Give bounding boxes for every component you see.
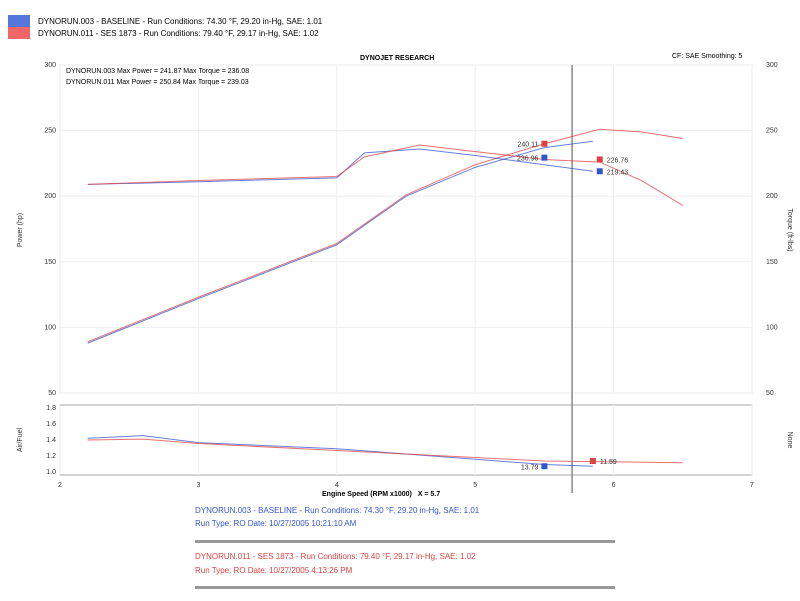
y-tick-label-lower: 1.2 (46, 453, 56, 460)
lower-plot-frame (59, 404, 753, 476)
x-tick-label: 6 (612, 482, 616, 489)
y-tick-label-left: 200 (44, 193, 56, 200)
footer-run2-line2: Run Type: RO Date: 10/27/2005 4:13:26 PM (195, 566, 353, 575)
y-axis-label-lower-left: Air/Fuel (17, 428, 24, 453)
x-axis-label: Engine Speed (RPM x1000) X = 5.7 (322, 490, 440, 499)
legend-swatch (8, 27, 30, 39)
cursor-marker (541, 463, 548, 470)
run2-torque-line (87, 144, 684, 206)
legend-swatch (8, 15, 30, 27)
y-tick-label-lower: 1.6 (46, 421, 56, 428)
x-tick-label: 2 (58, 482, 62, 489)
y-tick-label-left: 250 (44, 128, 56, 135)
cursor-value: 236.96 (517, 156, 539, 163)
x-tick-label: 7 (750, 482, 754, 489)
cursor-marker (596, 168, 603, 175)
y-tick-label-left: 300 (44, 62, 56, 69)
chart-title: DYNOJET RESEARCH (360, 55, 435, 62)
y-tick-label-left: 100 (44, 324, 56, 331)
cursor-marker (589, 458, 596, 464)
legend-run1: DYNORUN.003 Max Power = 241.87 Max Torqu… (66, 68, 250, 75)
legend-run2: DYNORUN.011 Max Power = 250.84 Max Torqu… (66, 79, 249, 86)
y-tick-label-lower: 1.8 (46, 405, 56, 412)
footer-run1-line2: Run Type: RO Date: 10/27/2005 10:21:10 A… (195, 519, 357, 528)
run2-power-line (87, 128, 683, 343)
corner-note: CF: SAE Smoothing: 5 (672, 53, 743, 60)
footer-run1-line1: DYNORUN.003 - BASELINE - Run Conditions:… (195, 506, 480, 515)
y-tick-label-right: 100 (766, 324, 778, 331)
y-tick-label-right: 250 (766, 128, 778, 135)
cursor-value: 219.43 (607, 169, 629, 176)
divider (195, 540, 615, 543)
footer-run2-line1: DYNORUN.011 - SES 1873 - Run Conditions:… (195, 552, 476, 561)
cursor-label: X = 5.7 (417, 491, 441, 498)
header-run2: DYNORUN.011 - SES 1873 - Run Conditions:… (38, 29, 319, 38)
run1-torque-line (87, 148, 593, 185)
y-axis-label-lower-right: None (786, 432, 793, 449)
upper-plot-frame (59, 64, 753, 394)
y-axis-label-right: Torque (ft-lbs) (786, 208, 793, 251)
divider (195, 586, 615, 589)
header-run1: DYNORUN.003 - BASELINE - Run Conditions:… (38, 17, 323, 26)
y-tick-label-right: 300 (766, 62, 778, 69)
y-tick-label-right: 200 (766, 193, 778, 200)
cursor-value: 11.59 (600, 459, 617, 466)
run1-power-line (87, 140, 593, 344)
cursor-value: 13.79 (521, 464, 539, 471)
cursor-marker (541, 154, 548, 161)
x-tick-label: 5 (473, 482, 477, 489)
xlabel: Engine Speed (RPM x1000) (322, 491, 412, 498)
x-tick-label: 4 (335, 482, 339, 489)
y-tick-label-right: 50 (766, 390, 774, 397)
y-tick-label-right: 150 (766, 259, 778, 266)
run2-afr-line (87, 438, 683, 464)
x-tick-label: 3 (196, 482, 200, 489)
cursor-marker (596, 156, 603, 163)
cursor-marker (541, 140, 548, 147)
y-tick-label-lower: 1.4 (46, 437, 56, 444)
y-tick-label-left: 150 (44, 259, 56, 266)
y-axis-label-left: Power (hp) (17, 213, 24, 247)
y-tick-label-lower: 1.0 (46, 469, 56, 476)
y-tick-label-left: 50 (48, 390, 56, 397)
cursor-value: 226.76 (607, 157, 629, 164)
cursor-value: 240.11 (518, 142, 539, 149)
